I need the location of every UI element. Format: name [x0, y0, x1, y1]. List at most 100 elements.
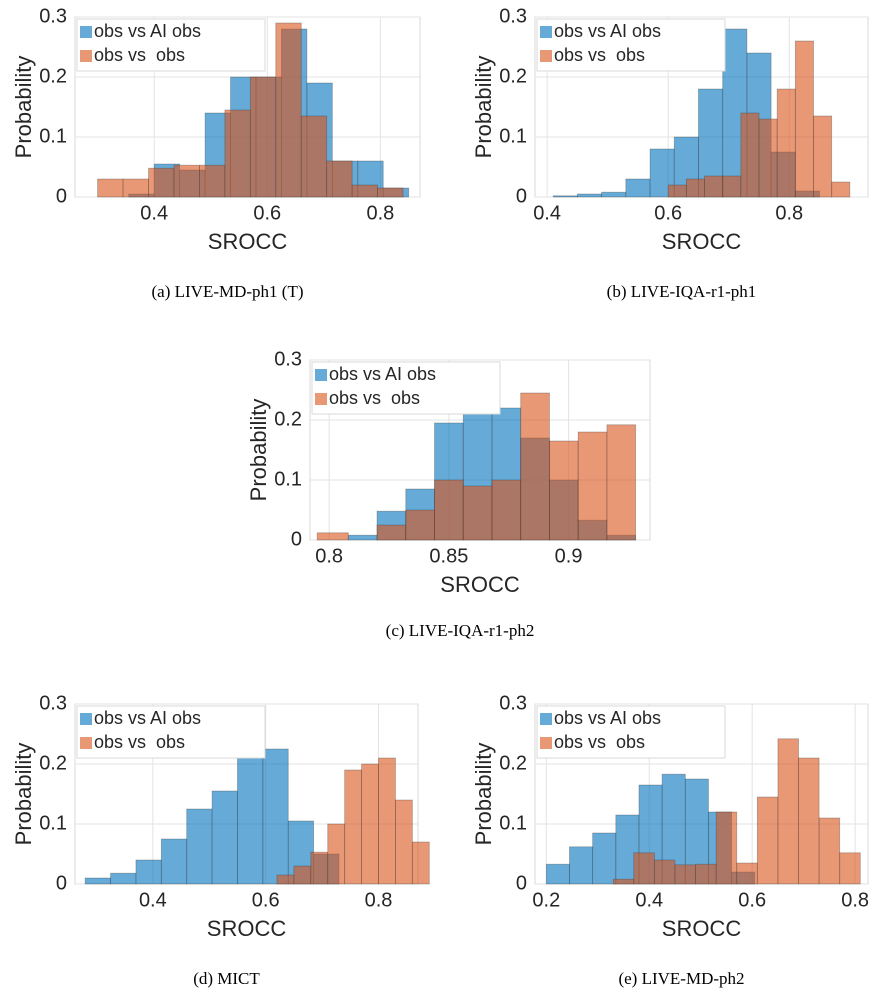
x-tick-label: 0.4 [635, 889, 663, 911]
bar [376, 524, 407, 541]
bar [378, 757, 396, 885]
x-tick-label: 0.4 [139, 889, 167, 911]
x-tick-label: 0.6 [738, 889, 766, 911]
y-tick-label: 0 [56, 872, 67, 894]
legend-swatch [80, 713, 92, 725]
bar [552, 195, 578, 198]
bar [818, 817, 841, 885]
bar [831, 181, 851, 198]
y-tick-label: 0.3 [499, 692, 527, 714]
y-tick-label: 0.3 [499, 5, 527, 27]
bar [344, 769, 362, 885]
bar [160, 838, 188, 885]
y-tick-label: 0 [516, 872, 527, 894]
legend-box [536, 705, 726, 759]
chart: 0 0.1 0.2 0.3 0.4 0.6 0.8 SROCC Probability obs v… [11, 692, 430, 988]
legend-label: obs vs AI obs [554, 21, 661, 41]
y-tick-label: 0.3 [39, 5, 67, 27]
bar [199, 164, 226, 198]
bar [569, 846, 594, 885]
x-tick-label: 0.2 [532, 889, 560, 911]
bar [777, 738, 799, 885]
bar [411, 841, 430, 885]
x-axis-label: SROCC [207, 916, 287, 941]
bar [756, 796, 779, 885]
bar [135, 859, 162, 885]
y-tick-label: 0.3 [274, 348, 302, 370]
y-tick-label: 0.2 [499, 65, 527, 87]
legend-swatch [540, 26, 552, 38]
x-tick-label: 0.8 [775, 202, 803, 224]
x-tick-label: 0.6 [253, 202, 281, 224]
caption: (e) LIVE-MD-ph2 [618, 969, 744, 988]
x-axis-label: SROCC [208, 229, 288, 254]
bar [545, 863, 570, 885]
bar [377, 187, 404, 198]
bar [794, 40, 814, 198]
bar [577, 431, 608, 541]
y-axis-label: Probability [471, 56, 496, 159]
bar [758, 118, 778, 198]
y-tick-label: 0.2 [274, 408, 302, 430]
bar [148, 167, 175, 198]
bar [84, 877, 111, 885]
y-axis-label: Probability [11, 743, 36, 846]
bar [736, 862, 758, 885]
x-tick-label: 0.8 [315, 545, 343, 567]
bar [462, 485, 493, 541]
bar [520, 392, 550, 541]
bar [592, 832, 617, 885]
bar [715, 811, 738, 885]
y-tick-label: 0 [56, 185, 67, 207]
bar [275, 22, 302, 198]
x-axis-label: SROCC [662, 916, 742, 941]
bar [300, 115, 328, 198]
y-tick-label: 0.2 [39, 65, 67, 87]
legend-box [76, 18, 266, 72]
bar [186, 808, 213, 885]
bar [606, 424, 637, 541]
bar [654, 859, 676, 885]
x-tick-label: 0.6 [252, 889, 280, 911]
legend-box [536, 18, 726, 72]
bar [395, 799, 413, 885]
bar [405, 509, 435, 541]
bar [237, 757, 264, 885]
legend-label: obs vs AI obs [329, 364, 436, 384]
y-tick-label: 0.1 [499, 812, 527, 834]
y-axis-label: Probability [11, 56, 36, 159]
bar [173, 164, 200, 198]
y-tick-label: 0.1 [499, 125, 527, 147]
y-tick-label: 0.2 [39, 752, 67, 774]
bar [798, 757, 820, 885]
legend-label: obs vs AI obs [554, 708, 661, 728]
legend-label: obs vs AI obs [94, 21, 201, 41]
bar [601, 191, 627, 198]
y-tick-label: 0.1 [39, 812, 67, 834]
caption: (a) LIVE-MD-ph1 (T) [152, 282, 304, 301]
bar [434, 479, 464, 541]
bar [310, 851, 329, 885]
y-tick-label: 0.1 [39, 125, 67, 147]
bar [813, 115, 833, 198]
y-tick-label: 0.2 [499, 752, 527, 774]
x-tick-label: 0.8 [367, 202, 395, 224]
x-axis-label: SROCC [662, 229, 742, 254]
y-tick-label: 0 [291, 528, 302, 550]
bar [549, 440, 579, 541]
bar [704, 175, 724, 198]
legend-swatch [540, 50, 552, 62]
caption: (b) LIVE-IQA-r1-ph1 [607, 282, 757, 301]
legend-swatch [315, 393, 327, 405]
bar [122, 178, 149, 198]
legend-label: obs vs obs [554, 45, 645, 65]
bar [740, 112, 760, 198]
caption: (d) MICT [193, 969, 260, 988]
bar [327, 823, 346, 885]
legend-label: obs vs obs [329, 388, 420, 408]
bar [293, 865, 312, 885]
legend-label: obs vs obs [94, 732, 185, 752]
bar [722, 175, 742, 198]
legend-swatch [80, 50, 92, 62]
